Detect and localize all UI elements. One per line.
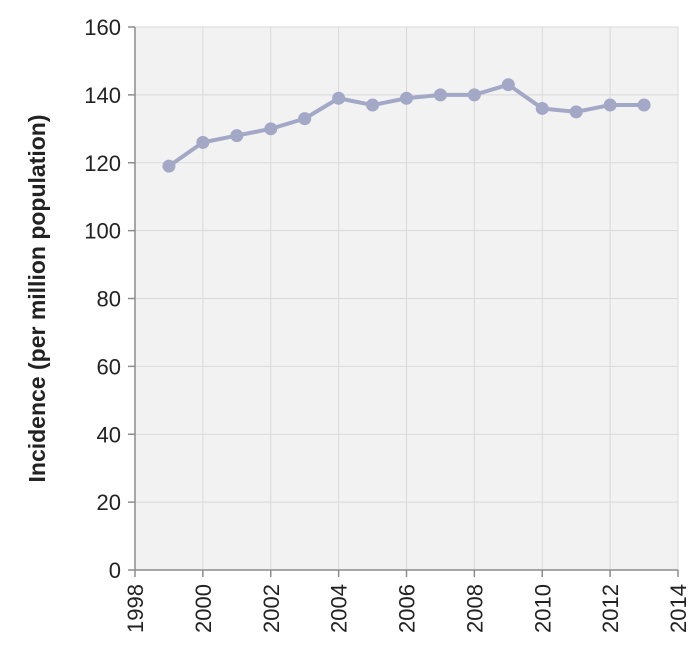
data-point bbox=[298, 112, 312, 126]
y-tick-label: 20 bbox=[97, 490, 121, 515]
y-tick-label: 80 bbox=[97, 287, 121, 312]
axes bbox=[128, 26, 679, 577]
data-point bbox=[467, 88, 481, 102]
data-point bbox=[637, 98, 651, 112]
x-tick-label: 2010 bbox=[530, 584, 555, 633]
x-tick-label: 2008 bbox=[462, 584, 487, 633]
data-point bbox=[400, 91, 413, 105]
y-tick-label: 120 bbox=[84, 151, 121, 176]
data-point bbox=[230, 129, 244, 143]
y-tick-labels: 0 20 40 60 80 100 120 140 160 bbox=[84, 15, 121, 583]
data-point bbox=[196, 135, 210, 149]
data-point bbox=[162, 159, 176, 173]
x-tick-label: 2006 bbox=[395, 584, 420, 633]
data-point bbox=[332, 91, 346, 105]
data-point bbox=[501, 78, 515, 92]
data-point bbox=[366, 98, 380, 112]
x-tick-label: 2012 bbox=[598, 584, 623, 633]
y-tick-label: 0 bbox=[109, 558, 121, 583]
x-tick-label: 2014 bbox=[666, 584, 691, 633]
data-point bbox=[264, 122, 278, 136]
y-axis-title: Incidence (per million population) bbox=[24, 114, 50, 482]
x-tick-label: 2004 bbox=[327, 584, 352, 633]
y-tick-label: 160 bbox=[84, 15, 121, 40]
data-point bbox=[433, 88, 447, 102]
y-tick-label: 60 bbox=[97, 354, 121, 379]
data-point bbox=[603, 98, 617, 112]
data-point bbox=[569, 105, 583, 119]
x-tick-label: 2000 bbox=[191, 584, 216, 633]
y-tick-label: 40 bbox=[97, 422, 121, 447]
x-tick-label: 1998 bbox=[123, 584, 148, 633]
y-tick-label: 100 bbox=[84, 219, 121, 244]
data-point bbox=[535, 101, 549, 115]
series-group bbox=[162, 78, 651, 173]
x-tick-labels: 1998 2000 2002 2004 2006 2008 2010 2012 2014 bbox=[123, 584, 691, 633]
grid-lines bbox=[135, 26, 679, 570]
x-tick-label: 2002 bbox=[259, 584, 284, 633]
y-tick-label: 140 bbox=[84, 83, 121, 108]
